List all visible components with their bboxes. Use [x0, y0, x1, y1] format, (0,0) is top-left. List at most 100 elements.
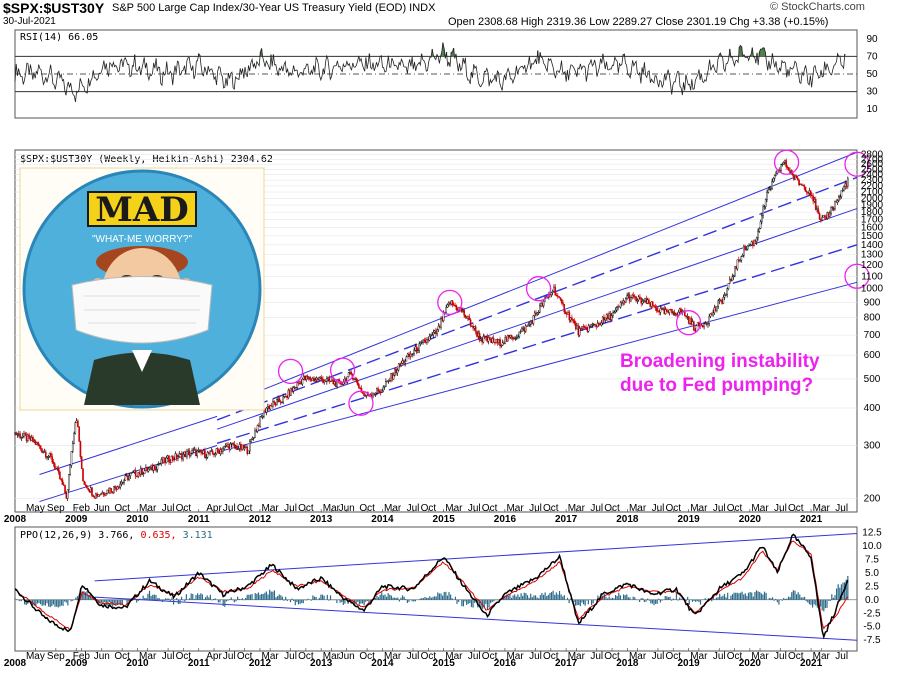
ppo-x-month-label: Mar [813, 651, 831, 662]
price-candle [537, 312, 540, 314]
price-candle [623, 300, 626, 303]
ppo-x-month-label: Oct [359, 651, 375, 662]
price-candle [787, 167, 790, 171]
price-candle [98, 494, 101, 496]
ppo-tick-label: 12.5 [862, 527, 882, 538]
price-candle [401, 360, 404, 364]
price-x-month-label: Jun [339, 503, 355, 514]
price-candle [771, 181, 773, 189]
price-candle [781, 163, 784, 166]
price-candle [436, 329, 438, 334]
ohlc-readout: Open 2308.68 High 2319.36 Low 2289.27 Cl… [448, 16, 829, 28]
price-candle [92, 495, 95, 497]
price-candle [573, 320, 576, 324]
ppo-trendline [94, 532, 858, 582]
ppo-x-year-label: 2018 [616, 658, 639, 669]
price-tick-label: 1400 [861, 240, 884, 251]
price-tick-label: 300 [864, 440, 881, 451]
price-candle [64, 485, 66, 494]
price-candle [775, 173, 777, 176]
price-candle [644, 298, 646, 302]
price-candle [77, 420, 79, 428]
price-candle [750, 241, 753, 246]
price-candle [205, 456, 208, 459]
trendline [39, 415, 218, 476]
price-candle [324, 380, 327, 382]
price-candle [44, 451, 47, 458]
price-tick-label: 2600 [861, 159, 884, 170]
price-candle [798, 179, 800, 186]
price-x-month-label: Mar [690, 503, 708, 514]
price-candle [754, 239, 757, 242]
price-candle [640, 298, 643, 304]
price-candle [612, 312, 614, 316]
price-candle [148, 467, 151, 470]
price-candle [822, 215, 825, 218]
price-candle [601, 316, 604, 324]
price-candle [758, 228, 761, 232]
price-candle [572, 319, 575, 322]
price-candle [423, 339, 426, 342]
price-candle [626, 295, 628, 299]
highlight-circle [844, 263, 870, 289]
price-x-year-label: 2010 [126, 514, 149, 525]
price-candle [57, 468, 60, 473]
price-candle [506, 335, 509, 342]
price-candle [288, 390, 291, 396]
price-candle [65, 492, 68, 499]
price-candle [410, 353, 413, 355]
price-candle [193, 449, 196, 451]
ppo-x-year-label: 2008 [4, 658, 27, 669]
price-candle [364, 395, 367, 397]
price-candle [795, 175, 798, 179]
ppo-x-month-label: Mar [262, 651, 280, 662]
price-candle [70, 451, 73, 466]
price-candle [660, 308, 663, 310]
ppo-x-month-label: Jul [590, 651, 603, 662]
price-candle [264, 409, 267, 413]
rsi-label: RSI(14) 66.05 [20, 32, 98, 43]
price-candle [311, 377, 314, 381]
price-tick-label: 700 [864, 330, 881, 341]
ppo-tick-label: 0.0 [865, 595, 879, 606]
price-candle [669, 309, 672, 311]
price-candle [504, 337, 506, 344]
price-candle [21, 435, 24, 438]
price-tick-label: 1800 [861, 207, 884, 218]
price-candle [625, 298, 627, 303]
price-candle [159, 463, 161, 465]
price-candle [160, 459, 163, 464]
price-candle [680, 308, 682, 313]
price-candle [255, 430, 258, 432]
price-candle [245, 446, 247, 448]
price-x-year-label: 2014 [371, 514, 394, 525]
price-candle [223, 445, 225, 450]
price-candle [651, 301, 654, 306]
price-candle [332, 379, 335, 385]
price-candle [427, 339, 429, 341]
price-candle [473, 326, 476, 329]
price-candle [387, 380, 390, 382]
price-candle [437, 325, 440, 330]
rsi-line [14, 42, 846, 103]
price-candle [284, 396, 287, 398]
price-candle [408, 353, 410, 357]
price-x-month-label: Oct [543, 503, 559, 514]
price-candle [592, 323, 595, 326]
price-candle [541, 302, 544, 307]
ppo-label-part: 0.635, [140, 530, 182, 541]
price-candle [234, 445, 237, 447]
price-candle [78, 426, 80, 442]
price-candle [804, 186, 807, 192]
price-candle [228, 444, 231, 450]
trendline [216, 151, 858, 409]
price-candle [636, 299, 639, 302]
price-candle [564, 311, 567, 314]
price-candle [293, 387, 296, 389]
price-candle [116, 486, 119, 490]
price-candle [109, 488, 111, 494]
highlight-circle [773, 149, 800, 175]
price-x-month-label: Mar [751, 503, 769, 514]
price-candle [24, 433, 27, 436]
price-candle [62, 484, 65, 486]
